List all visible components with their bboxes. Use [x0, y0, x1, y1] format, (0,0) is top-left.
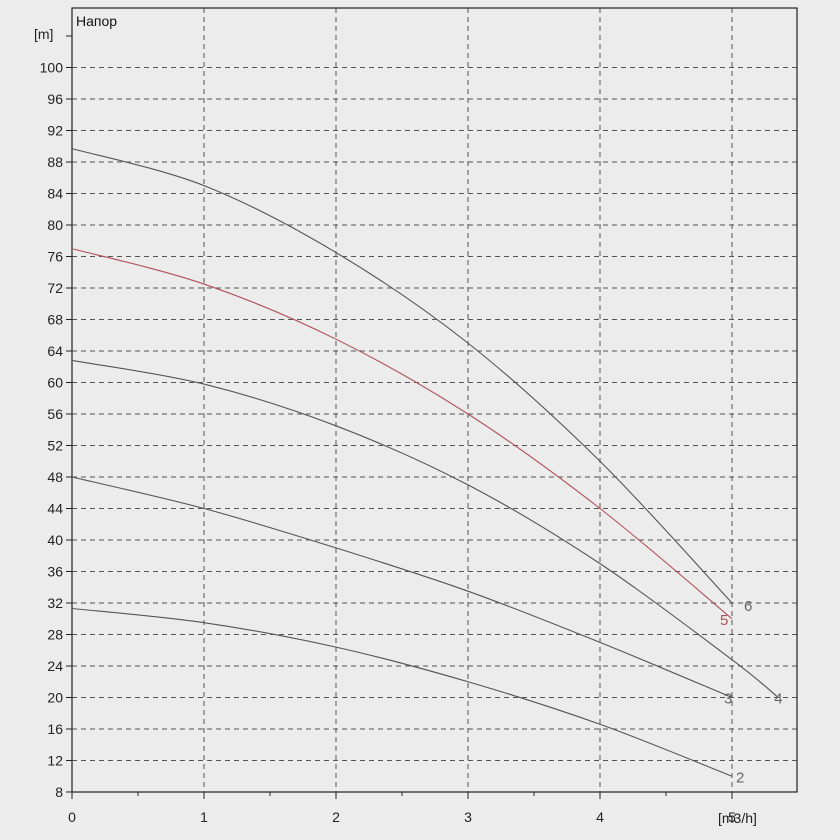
- y-tick-label: 52: [47, 438, 63, 454]
- curves: [71, 148, 779, 777]
- curve-label-5: 5: [720, 612, 728, 629]
- y-tick-label: 36: [47, 564, 63, 580]
- y-tick-label: 72: [47, 280, 63, 296]
- y-tick-label: 60: [47, 375, 63, 391]
- y-tick-label: 32: [47, 595, 63, 611]
- curve-labels: 2 3 4 56: [720, 598, 783, 786]
- curve-5: [71, 248, 733, 620]
- x-axis-label: [m3/h]: [718, 810, 757, 826]
- curve-6: [71, 148, 733, 604]
- x-tick-label: 2: [332, 809, 340, 825]
- chart-title: Напор: [76, 13, 117, 29]
- x-tick-label: 5: [728, 809, 736, 825]
- ticks: 8121620242832364044485256606468727680848…: [40, 35, 736, 825]
- y-tick-label: 40: [47, 532, 63, 548]
- y-tick-label: 48: [47, 469, 63, 485]
- y-tick-label: 80: [47, 217, 63, 233]
- grid: [72, 8, 797, 792]
- x-tick-label: 1: [200, 809, 208, 825]
- y-tick-label: 24: [47, 658, 63, 674]
- y-tick-label: 88: [47, 154, 63, 170]
- y-tick-label: 20: [47, 690, 63, 706]
- x-tick-label: 4: [596, 809, 604, 825]
- y-tick-label: 16: [47, 721, 63, 737]
- curve-label-2: 2: [736, 769, 744, 786]
- y-tick-label: 56: [47, 406, 63, 422]
- y-tick-label: 28: [47, 627, 63, 643]
- curve-4: [71, 359, 779, 698]
- y-tick-label: 44: [47, 501, 63, 517]
- curve-label-4: 4: [774, 691, 782, 708]
- x-tick-label: 0: [68, 809, 76, 825]
- curve-label-6: 6: [744, 598, 752, 615]
- y-tick-label: 76: [47, 249, 63, 265]
- curve-3: [71, 476, 733, 699]
- y-tick-label: 68: [47, 312, 63, 328]
- y-tick-label: 92: [47, 123, 63, 139]
- y-tick-label: 64: [47, 343, 63, 359]
- y-tick-label: 84: [47, 186, 63, 202]
- plot-frame: [71, 7, 798, 793]
- y-axis-label: [m]: [34, 26, 53, 42]
- y-tick-label: 8: [55, 784, 63, 800]
- y-tick-label: 12: [47, 753, 63, 769]
- y-tick-label: 96: [47, 91, 63, 107]
- curve-label-3: 3: [724, 691, 732, 708]
- x-tick-label: 3: [464, 809, 472, 825]
- y-tick-label: 100: [40, 60, 64, 76]
- curve-2: [71, 607, 733, 777]
